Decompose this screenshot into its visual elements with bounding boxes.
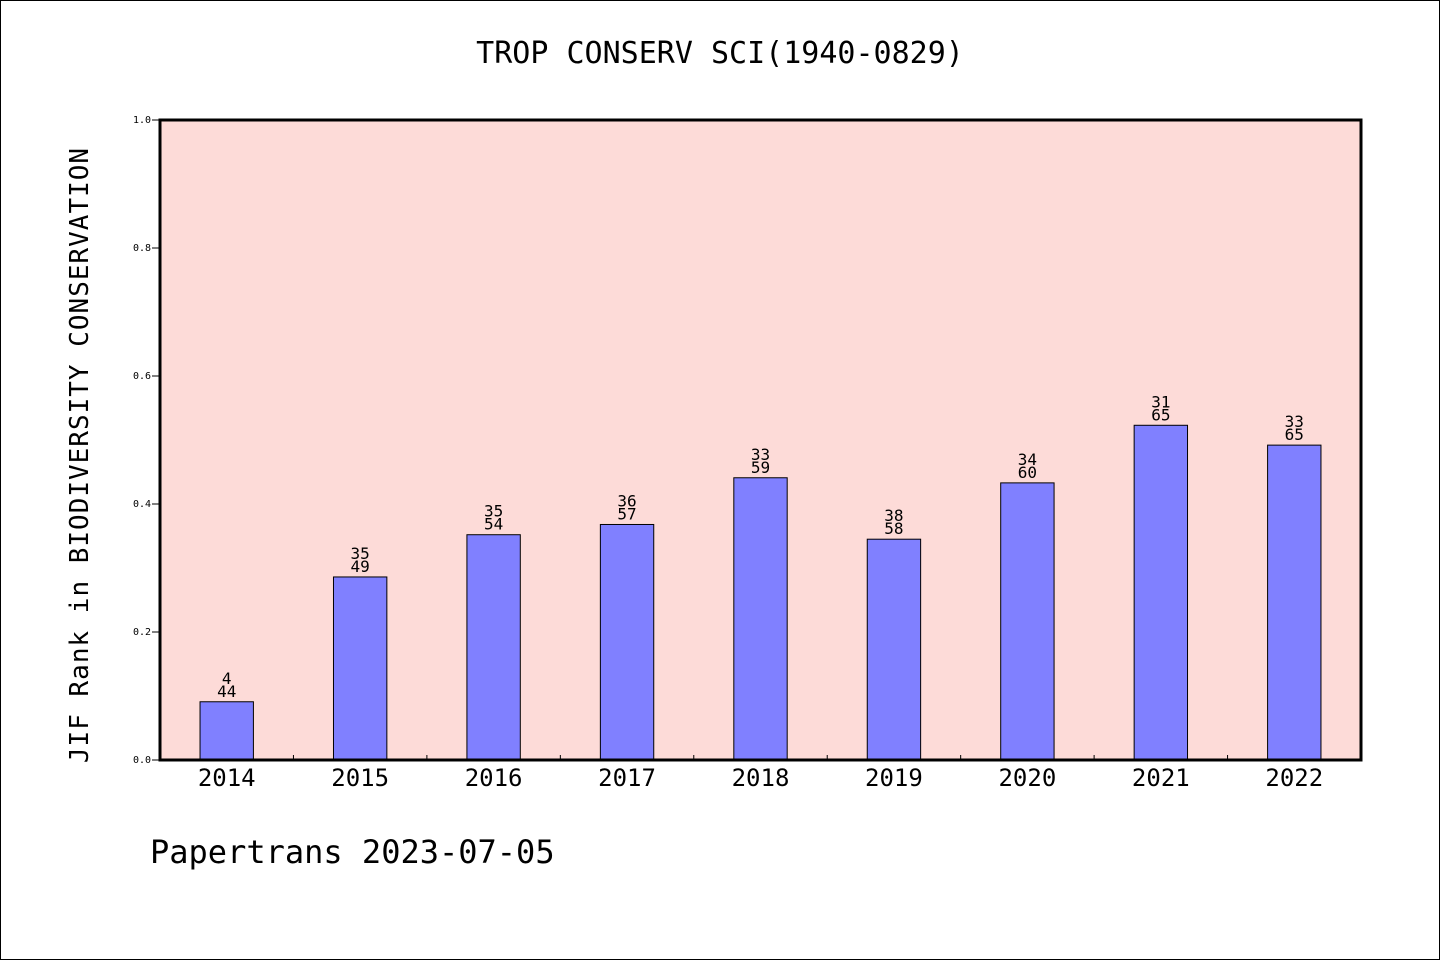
- x-tick-label: 2018: [732, 764, 790, 792]
- data-label-total: 44: [217, 682, 236, 701]
- data-label-total: 49: [351, 557, 370, 576]
- y-tick-label: 1.0: [133, 115, 151, 126]
- data-label-rank: 36: [617, 491, 636, 510]
- y-tick-label: 0.8: [133, 243, 151, 254]
- x-tick-label: 2017: [598, 764, 656, 792]
- bar-2020: [1000, 482, 1055, 761]
- y-tick-label: 0.0: [133, 755, 151, 766]
- bar-2021: [1133, 424, 1189, 761]
- y-tick-label: 0.6: [133, 371, 151, 382]
- x-tick-label: 2020: [998, 764, 1056, 792]
- x-tick-label: 2015: [331, 764, 389, 792]
- chart-title: TROP CONSERV SCI(1940-0829): [476, 36, 964, 71]
- x-tick-label: 2022: [1265, 764, 1323, 792]
- data-label-rank: 38: [884, 506, 903, 525]
- data-label-total: 59: [751, 458, 770, 477]
- data-label-total: 65: [1285, 425, 1304, 444]
- data-label-rank: 31: [1151, 392, 1170, 411]
- bar-2014: [199, 701, 254, 761]
- data-label-total: 57: [617, 504, 636, 523]
- data-label-rank: 33: [1285, 412, 1304, 431]
- x-tick-label: 2016: [465, 764, 523, 792]
- bar-2015: [332, 576, 388, 761]
- y-tick-label: 0.4: [133, 499, 151, 510]
- data-label-rank: 35: [351, 544, 370, 563]
- data-label-rank: 4: [222, 669, 232, 688]
- x-tick-label: 2021: [1132, 764, 1190, 792]
- data-label-rank: 34: [1018, 450, 1037, 469]
- bar-2019: [866, 538, 922, 761]
- x-tick-label: 2019: [865, 764, 923, 792]
- data-label-total: 65: [1151, 405, 1170, 424]
- footer-text: Papertrans 2023-07-05: [150, 833, 555, 871]
- data-label-rank: 33: [751, 445, 770, 464]
- data-label-total: 58: [884, 519, 903, 538]
- y-tick-label: 0.2: [133, 627, 151, 638]
- data-label-rank: 35: [484, 502, 503, 521]
- x-tick-label: 2014: [198, 764, 256, 792]
- bar-2018: [733, 477, 788, 761]
- data-label-total: 60: [1018, 463, 1037, 482]
- data-label-total: 54: [484, 515, 503, 534]
- bar-2022: [1267, 444, 1322, 761]
- bar-2017: [599, 523, 655, 761]
- plot-border: [158, 118, 1363, 762]
- bar-2016: [466, 534, 521, 761]
